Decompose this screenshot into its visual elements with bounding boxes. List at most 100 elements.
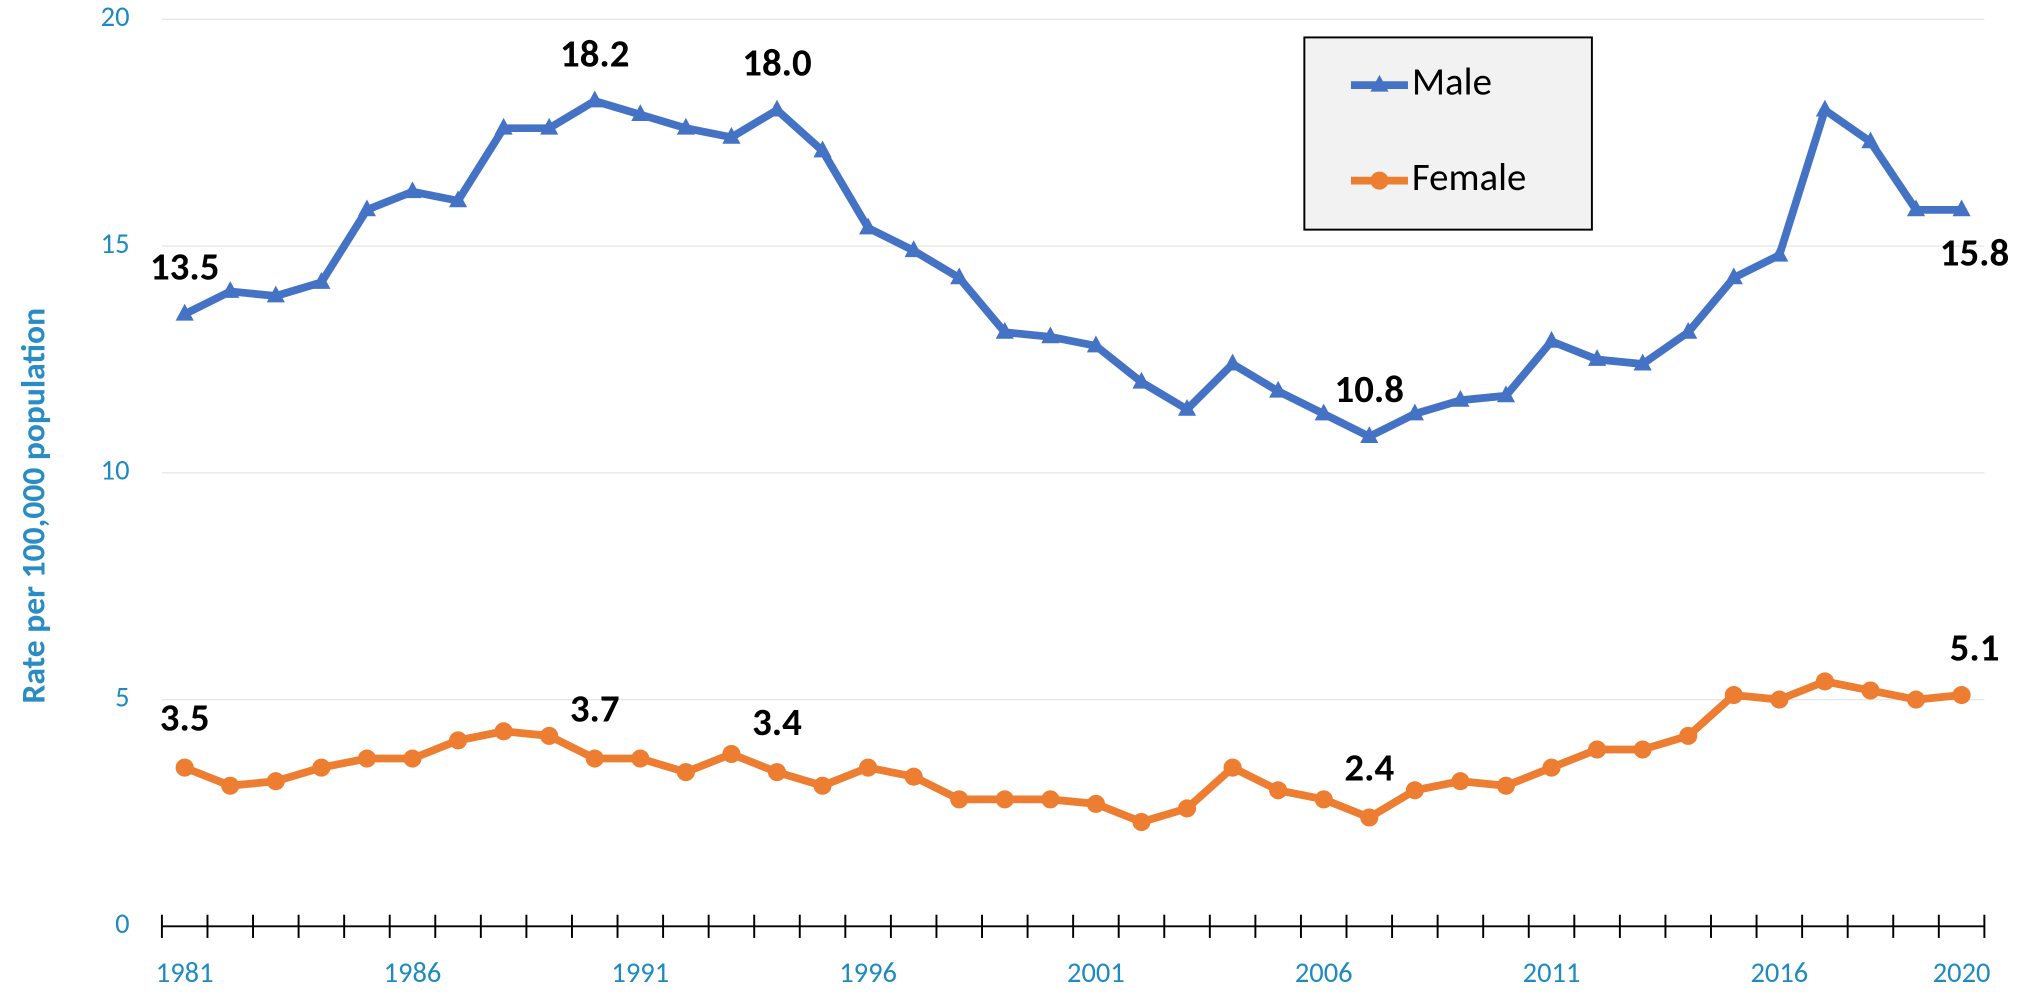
y-tick-label: 20 <box>101 0 130 34</box>
point-marker <box>767 99 787 117</box>
data-label: 3.5 <box>160 695 210 742</box>
point-marker <box>1314 403 1333 421</box>
point-marker <box>403 749 422 768</box>
series-line <box>182 97 1962 441</box>
point-marker <box>1405 781 1424 800</box>
point-marker <box>1815 672 1834 691</box>
point-marker <box>1269 781 1288 800</box>
point-marker <box>813 140 832 158</box>
data-label: 3.4 <box>752 699 802 746</box>
point-marker <box>1451 389 1470 407</box>
data-label: 5.1 <box>1950 625 2000 672</box>
point-marker <box>1269 380 1288 398</box>
point-marker <box>312 272 331 289</box>
point-marker <box>1177 399 1197 416</box>
x-tick-label: 2001 <box>1067 955 1125 990</box>
point-marker <box>403 181 422 199</box>
x-tick-label: 1991 <box>611 955 669 990</box>
point-marker <box>1588 740 1607 759</box>
point-marker <box>1633 353 1652 371</box>
point-marker <box>1542 758 1561 777</box>
x-tick-label: 2016 <box>1750 955 1808 990</box>
point-marker <box>1770 690 1789 709</box>
point-marker <box>1815 99 1834 117</box>
point-marker <box>221 776 240 795</box>
point-marker <box>950 267 969 285</box>
point-marker <box>1041 790 1060 809</box>
y-tick-label: 10 <box>101 453 130 488</box>
point-marker <box>1177 799 1197 818</box>
point-marker <box>1314 790 1333 809</box>
point-marker <box>1086 794 1105 813</box>
point-marker <box>1496 776 1516 795</box>
point-marker <box>1451 772 1470 791</box>
point-marker <box>266 772 285 791</box>
point-marker <box>1952 199 1971 217</box>
point-marker <box>357 199 377 217</box>
point-marker <box>1906 199 1926 217</box>
data-label: 13.5 <box>150 244 219 291</box>
data-label: 18.2 <box>560 31 629 78</box>
series-line <box>183 677 1962 826</box>
point-marker <box>722 744 741 764</box>
x-tick-label: 2006 <box>1295 955 1353 990</box>
point-marker <box>1588 349 1607 366</box>
point-marker <box>540 726 559 745</box>
point-marker <box>1223 758 1242 777</box>
point-marker <box>995 790 1014 809</box>
point-marker <box>448 190 468 208</box>
point-marker <box>357 749 377 768</box>
point-marker <box>1861 131 1880 149</box>
point-marker <box>676 117 695 135</box>
point-marker <box>448 731 468 750</box>
y-axis-label: Rate per 100,000 population <box>13 308 54 704</box>
point-marker <box>1952 686 1971 705</box>
point-marker <box>859 758 878 777</box>
point-marker <box>631 749 650 768</box>
point-marker <box>631 104 650 122</box>
point-marker <box>1041 326 1060 344</box>
point-marker <box>175 303 194 321</box>
point-marker <box>1405 403 1424 421</box>
point-marker <box>1542 331 1561 348</box>
point-marker <box>312 758 331 777</box>
point-marker <box>1906 690 1926 709</box>
data-label: 2.4 <box>1344 745 1394 792</box>
legend-label: Male <box>1412 58 1492 105</box>
legend: Male Female <box>1303 36 1593 231</box>
point-marker <box>1861 681 1880 700</box>
point-marker <box>1633 740 1652 759</box>
point-marker <box>1360 808 1379 827</box>
point-marker <box>494 117 513 135</box>
x-tick-label: 1986 <box>384 955 442 990</box>
x-tick-label: 1996 <box>839 955 897 990</box>
point-marker <box>950 790 969 809</box>
point-marker <box>1496 385 1516 403</box>
point-marker <box>494 722 513 741</box>
point-marker <box>813 776 832 795</box>
point-marker <box>1360 426 1379 444</box>
data-label: 15.8 <box>1940 230 2009 277</box>
point-marker <box>767 763 787 782</box>
point-marker <box>1770 244 1789 262</box>
point-marker <box>266 285 285 303</box>
legend-marker <box>1370 74 1389 92</box>
series: 13.5 18.2 18.0 10.8 15.8 <box>150 31 2009 444</box>
x-tick-label: 2020 <box>1933 955 1991 990</box>
point-marker <box>221 281 240 298</box>
x-tick-label: 1981 <box>156 955 214 990</box>
data-label: 3.7 <box>570 686 620 733</box>
point-marker <box>1679 726 1698 745</box>
point-marker <box>995 321 1014 339</box>
x-tick-label: 2011 <box>1523 955 1581 990</box>
point-marker <box>585 90 604 108</box>
point-marker <box>904 240 923 258</box>
point-marker <box>585 749 604 768</box>
legend-box <box>1303 36 1593 231</box>
point-marker <box>722 126 741 144</box>
point-marker <box>1724 686 1743 705</box>
y-tick-label: 0 <box>115 906 129 941</box>
data-label: 10.8 <box>1335 366 1404 413</box>
point-marker <box>1223 353 1242 371</box>
